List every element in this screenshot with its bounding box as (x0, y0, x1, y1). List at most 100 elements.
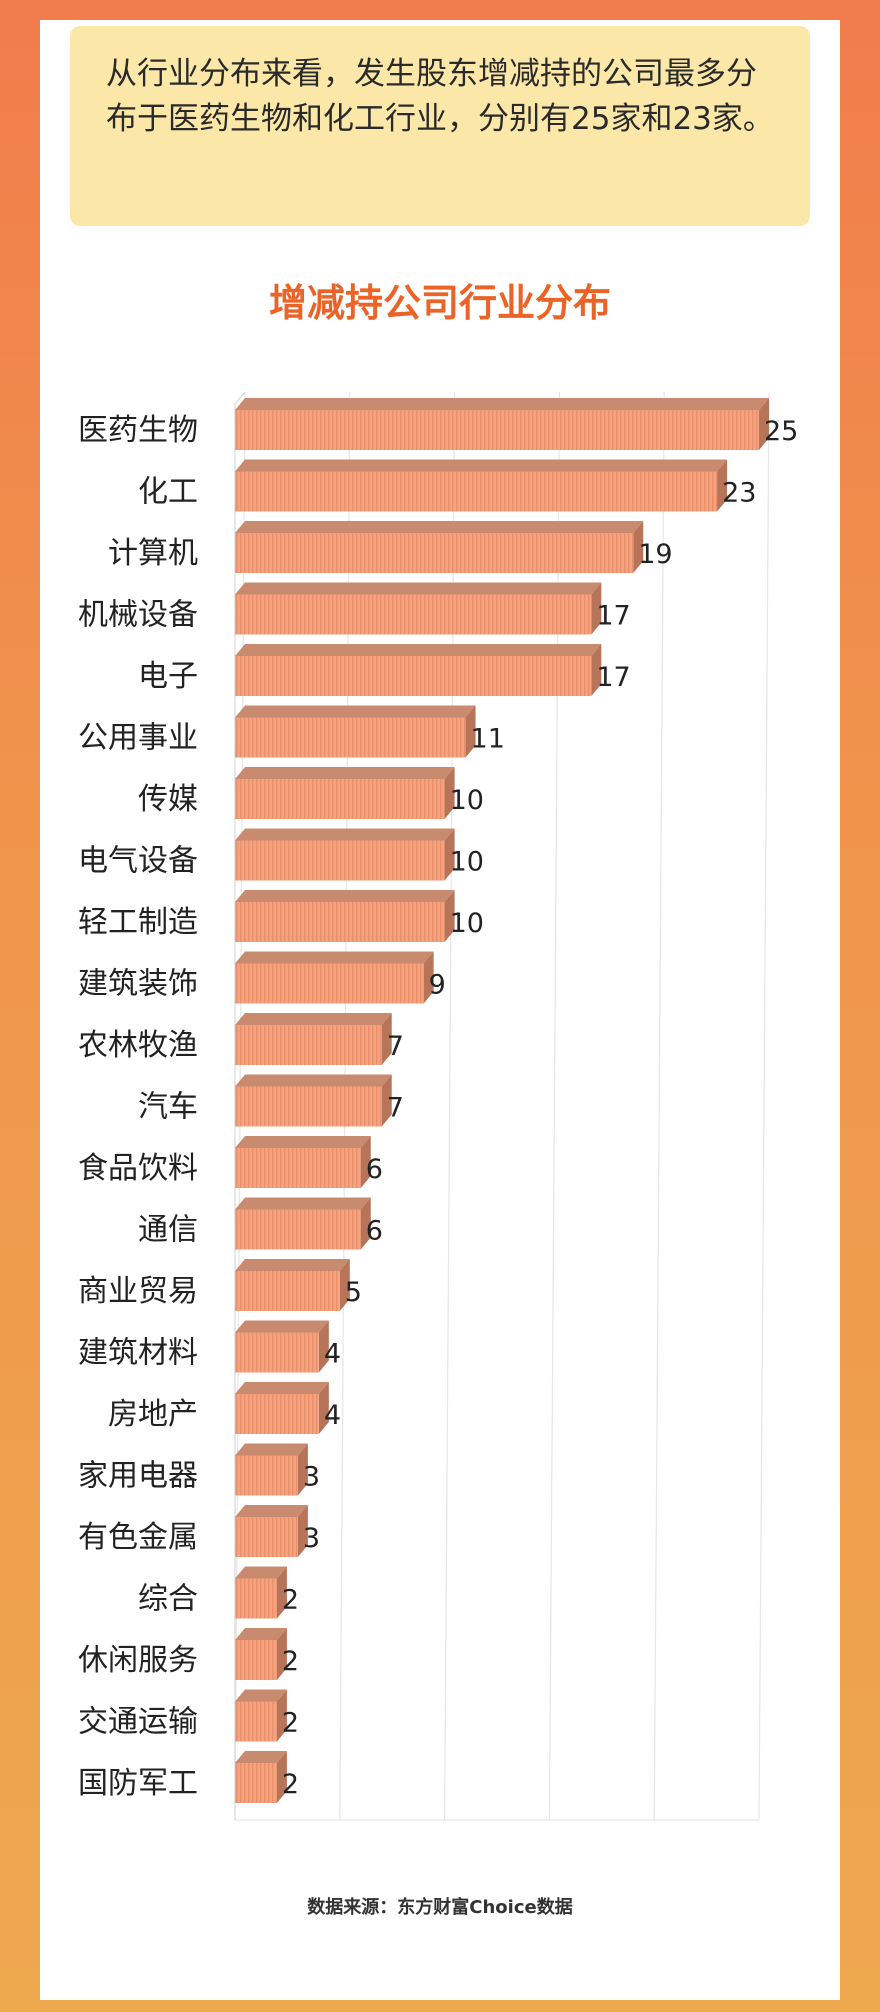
data-label: 4 (324, 1400, 341, 1431)
bar (235, 1701, 277, 1742)
bar-top (235, 1566, 287, 1579)
bar (235, 1086, 382, 1127)
category-label: 国防军工 (78, 1766, 198, 1801)
data-label: 17 (596, 601, 630, 632)
bar-side (591, 644, 602, 696)
bar (235, 1209, 361, 1250)
data-label: 9 (429, 970, 446, 1001)
bar-side (423, 951, 434, 1004)
content-card (40, 20, 840, 2000)
bar (235, 963, 424, 1004)
bar-top (235, 1382, 329, 1394)
bar-top (235, 1013, 392, 1025)
bar (235, 1394, 319, 1434)
data-label: 7 (387, 1031, 404, 1062)
bar-top (235, 1751, 287, 1763)
data-label: 6 (366, 1154, 383, 1185)
bar-side (276, 1566, 287, 1619)
bar (235, 533, 634, 573)
category-label: 交通运输 (78, 1705, 198, 1740)
data-label: 11 (471, 724, 505, 755)
category-label: 公用事业 (78, 721, 198, 756)
category-label: 电子 (138, 659, 198, 694)
bar-side (276, 1751, 287, 1803)
chart-title: 增减持公司行业分布 (268, 281, 611, 325)
bar (235, 471, 718, 512)
category-label: 通信 (138, 1213, 198, 1248)
bar-top (235, 1197, 371, 1210)
bar (235, 1640, 277, 1680)
data-label: 17 (596, 662, 630, 693)
bar-top (235, 521, 644, 533)
category-label: 房地产 (108, 1397, 198, 1432)
bar (235, 594, 592, 635)
intro-text: 从行业分布来看，发生股东增减持的公司最多分布于医药生物和化工行业，分别有25家和… (70, 26, 810, 226)
data-label: 10 (450, 847, 484, 878)
gridline (758, 391, 770, 1821)
bar-side (360, 1197, 371, 1250)
data-label: 5 (345, 1277, 362, 1308)
bar (235, 1025, 382, 1065)
bar-side (297, 1505, 308, 1557)
bar-side (318, 1382, 329, 1434)
category-label: 医药生物 (78, 413, 198, 448)
data-label: 2 (282, 1708, 299, 1739)
data-label: 2 (282, 1585, 299, 1616)
bar-side (276, 1689, 287, 1742)
category-label: 食品饮料 (78, 1151, 198, 1186)
data-label: 10 (450, 785, 484, 816)
bar-top (235, 1689, 287, 1702)
bar-top (235, 1443, 308, 1456)
category-label: 轻工制造 (78, 905, 198, 940)
bar-top (235, 1628, 287, 1640)
bar-top (235, 644, 602, 656)
data-label: 4 (324, 1339, 341, 1370)
bar-side (717, 459, 728, 512)
bar-side (276, 1628, 287, 1680)
category-label: 有色金属 (78, 1520, 198, 1555)
bar-top (235, 1320, 329, 1333)
data-label: 25 (764, 416, 798, 447)
bar-top (235, 398, 769, 410)
category-label: 汽车 (138, 1090, 198, 1125)
category-label: 建筑材料 (78, 1336, 198, 1371)
bar-side (759, 398, 769, 450)
bar-side (633, 521, 644, 573)
data-label: 2 (282, 1769, 299, 1800)
category-label: 休闲服务 (78, 1643, 198, 1678)
bar-top (235, 767, 455, 779)
bar-side (444, 890, 455, 942)
bar-side (591, 582, 602, 635)
data-label: 10 (450, 908, 484, 939)
bar-top (235, 582, 602, 595)
bar (235, 410, 759, 450)
bar-side (360, 1136, 371, 1188)
data-label: 7 (387, 1093, 404, 1124)
data-label: 6 (366, 1216, 383, 1247)
gridline (653, 391, 665, 1821)
bar (235, 1455, 298, 1496)
bar (235, 902, 445, 942)
data-label: 23 (722, 478, 756, 509)
category-label: 传媒 (138, 782, 198, 817)
bar-side (444, 828, 455, 881)
category-label: 建筑装饰 (78, 967, 198, 1002)
bar-side (381, 1074, 392, 1127)
category-label: 化工 (138, 475, 198, 510)
bar (235, 1271, 340, 1311)
bar-side (444, 767, 455, 819)
bar-side (318, 1320, 329, 1373)
category-label: 家用电器 (78, 1459, 198, 1494)
data-source: 数据来源：东方财富Choice数据 (307, 1897, 573, 1918)
category-label: 综合 (138, 1582, 198, 1617)
bar (235, 717, 466, 758)
category-label: 机械设备 (78, 598, 198, 633)
category-label: 计算机 (108, 536, 198, 571)
bar (235, 1148, 361, 1188)
bar (235, 1763, 277, 1803)
bar (235, 840, 445, 881)
bar-top (235, 1074, 392, 1087)
bar (235, 1578, 277, 1619)
bar-top (235, 1259, 350, 1271)
